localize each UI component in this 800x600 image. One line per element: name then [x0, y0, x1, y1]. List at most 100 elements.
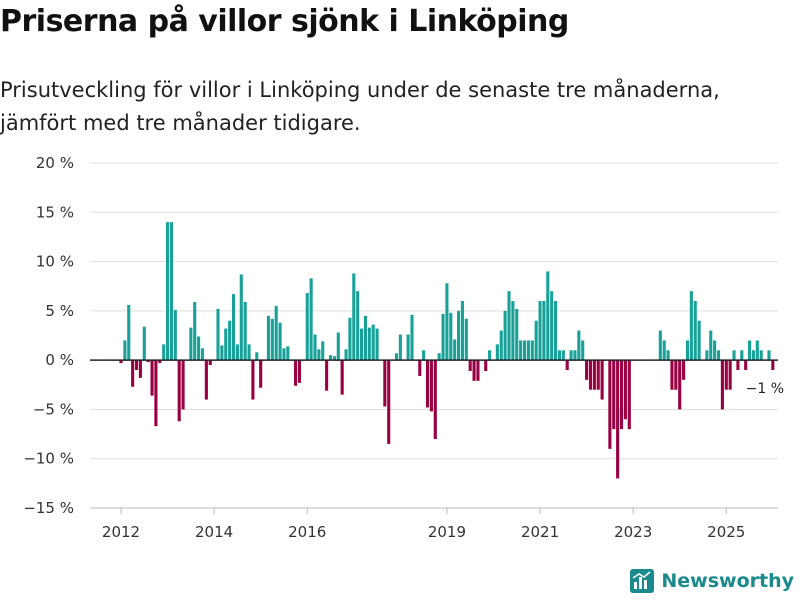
x-tick-label: 2012 — [102, 523, 140, 541]
annotations: −1 % — [746, 381, 784, 397]
bar — [197, 336, 201, 361]
bar — [418, 360, 422, 376]
bar — [169, 222, 173, 361]
bar — [387, 360, 391, 444]
bar — [670, 360, 674, 390]
bar — [200, 348, 205, 361]
bar — [150, 360, 154, 396]
y-axis: −15 % −10 % −5 % 0 % 5 % 10 % 15 % 20 % — [23, 154, 74, 517]
y-tick-label: 0 % — [45, 351, 74, 369]
bar — [131, 360, 135, 387]
y-tick-label: 10 % — [36, 253, 74, 271]
bar — [600, 360, 604, 400]
bar — [224, 328, 228, 361]
bar — [542, 301, 546, 361]
bar — [371, 324, 375, 361]
bar — [344, 349, 348, 361]
bar — [166, 222, 170, 361]
bar — [720, 360, 724, 410]
bar — [352, 273, 356, 361]
bar — [511, 301, 515, 361]
bar — [363, 315, 367, 361]
bar — [204, 360, 208, 400]
bar — [526, 340, 530, 361]
brand-name: Newsworthy — [661, 570, 794, 592]
y-tick-label: −5 % — [33, 400, 74, 418]
bar — [596, 360, 600, 390]
bar — [534, 320, 538, 361]
bar — [228, 320, 232, 361]
bar — [736, 360, 740, 370]
bar — [709, 330, 713, 361]
bar — [561, 350, 565, 361]
bar — [231, 294, 236, 361]
bar — [138, 360, 142, 378]
bar — [173, 309, 177, 361]
bar — [208, 360, 212, 366]
bar — [751, 350, 755, 361]
bar — [519, 340, 523, 361]
bar — [732, 350, 736, 361]
bar — [177, 360, 181, 422]
bar — [682, 360, 686, 380]
y-tick-label: 5 % — [45, 302, 74, 320]
bar — [445, 283, 449, 361]
y-tick-label: 20 % — [36, 154, 74, 172]
bar — [577, 330, 581, 361]
bar — [530, 340, 534, 361]
bar — [433, 360, 437, 439]
bar — [274, 305, 278, 361]
y-tick-label: −15 % — [23, 499, 74, 517]
bar — [282, 348, 286, 361]
x-tick-label: 2025 — [707, 523, 745, 541]
bar — [627, 360, 631, 430]
bar-series — [119, 222, 775, 479]
bar — [154, 360, 158, 427]
bar — [484, 360, 488, 371]
bar — [259, 360, 263, 388]
y-tick-label: −10 % — [23, 450, 74, 468]
y-tick-label: 15 % — [36, 203, 74, 221]
bar — [375, 328, 379, 361]
bar — [449, 312, 453, 361]
bar — [356, 291, 360, 361]
bar — [162, 344, 166, 361]
newsworthy-logo: Newsworthy — [630, 569, 794, 593]
bar — [266, 315, 270, 361]
bar — [383, 360, 387, 407]
bar — [313, 334, 317, 361]
bar — [309, 278, 313, 361]
bar — [705, 350, 709, 361]
bar — [460, 301, 464, 361]
bar — [499, 330, 503, 361]
bar — [658, 330, 662, 361]
bar — [429, 360, 433, 412]
bar — [247, 344, 251, 361]
bar — [472, 360, 476, 381]
bar — [744, 360, 748, 370]
bar — [771, 360, 775, 370]
bar — [755, 340, 759, 361]
bar — [425, 360, 430, 408]
bar — [623, 360, 627, 420]
bar — [689, 291, 693, 361]
bar — [573, 350, 577, 361]
bar — [406, 334, 410, 361]
bar — [255, 352, 259, 361]
bar — [142, 326, 146, 361]
bar — [220, 345, 224, 361]
bar — [367, 327, 371, 361]
bar — [336, 332, 340, 361]
bar — [134, 360, 139, 370]
bar — [612, 360, 616, 430]
chart-subtitle: Prisutveckling för villor i Linköping un… — [0, 78, 720, 135]
bar — [716, 350, 721, 361]
bar — [608, 360, 612, 449]
bar — [317, 349, 321, 361]
bar — [127, 304, 131, 361]
bar — [554, 301, 558, 361]
bar — [507, 291, 511, 361]
bar — [674, 360, 678, 390]
bar — [748, 340, 752, 361]
